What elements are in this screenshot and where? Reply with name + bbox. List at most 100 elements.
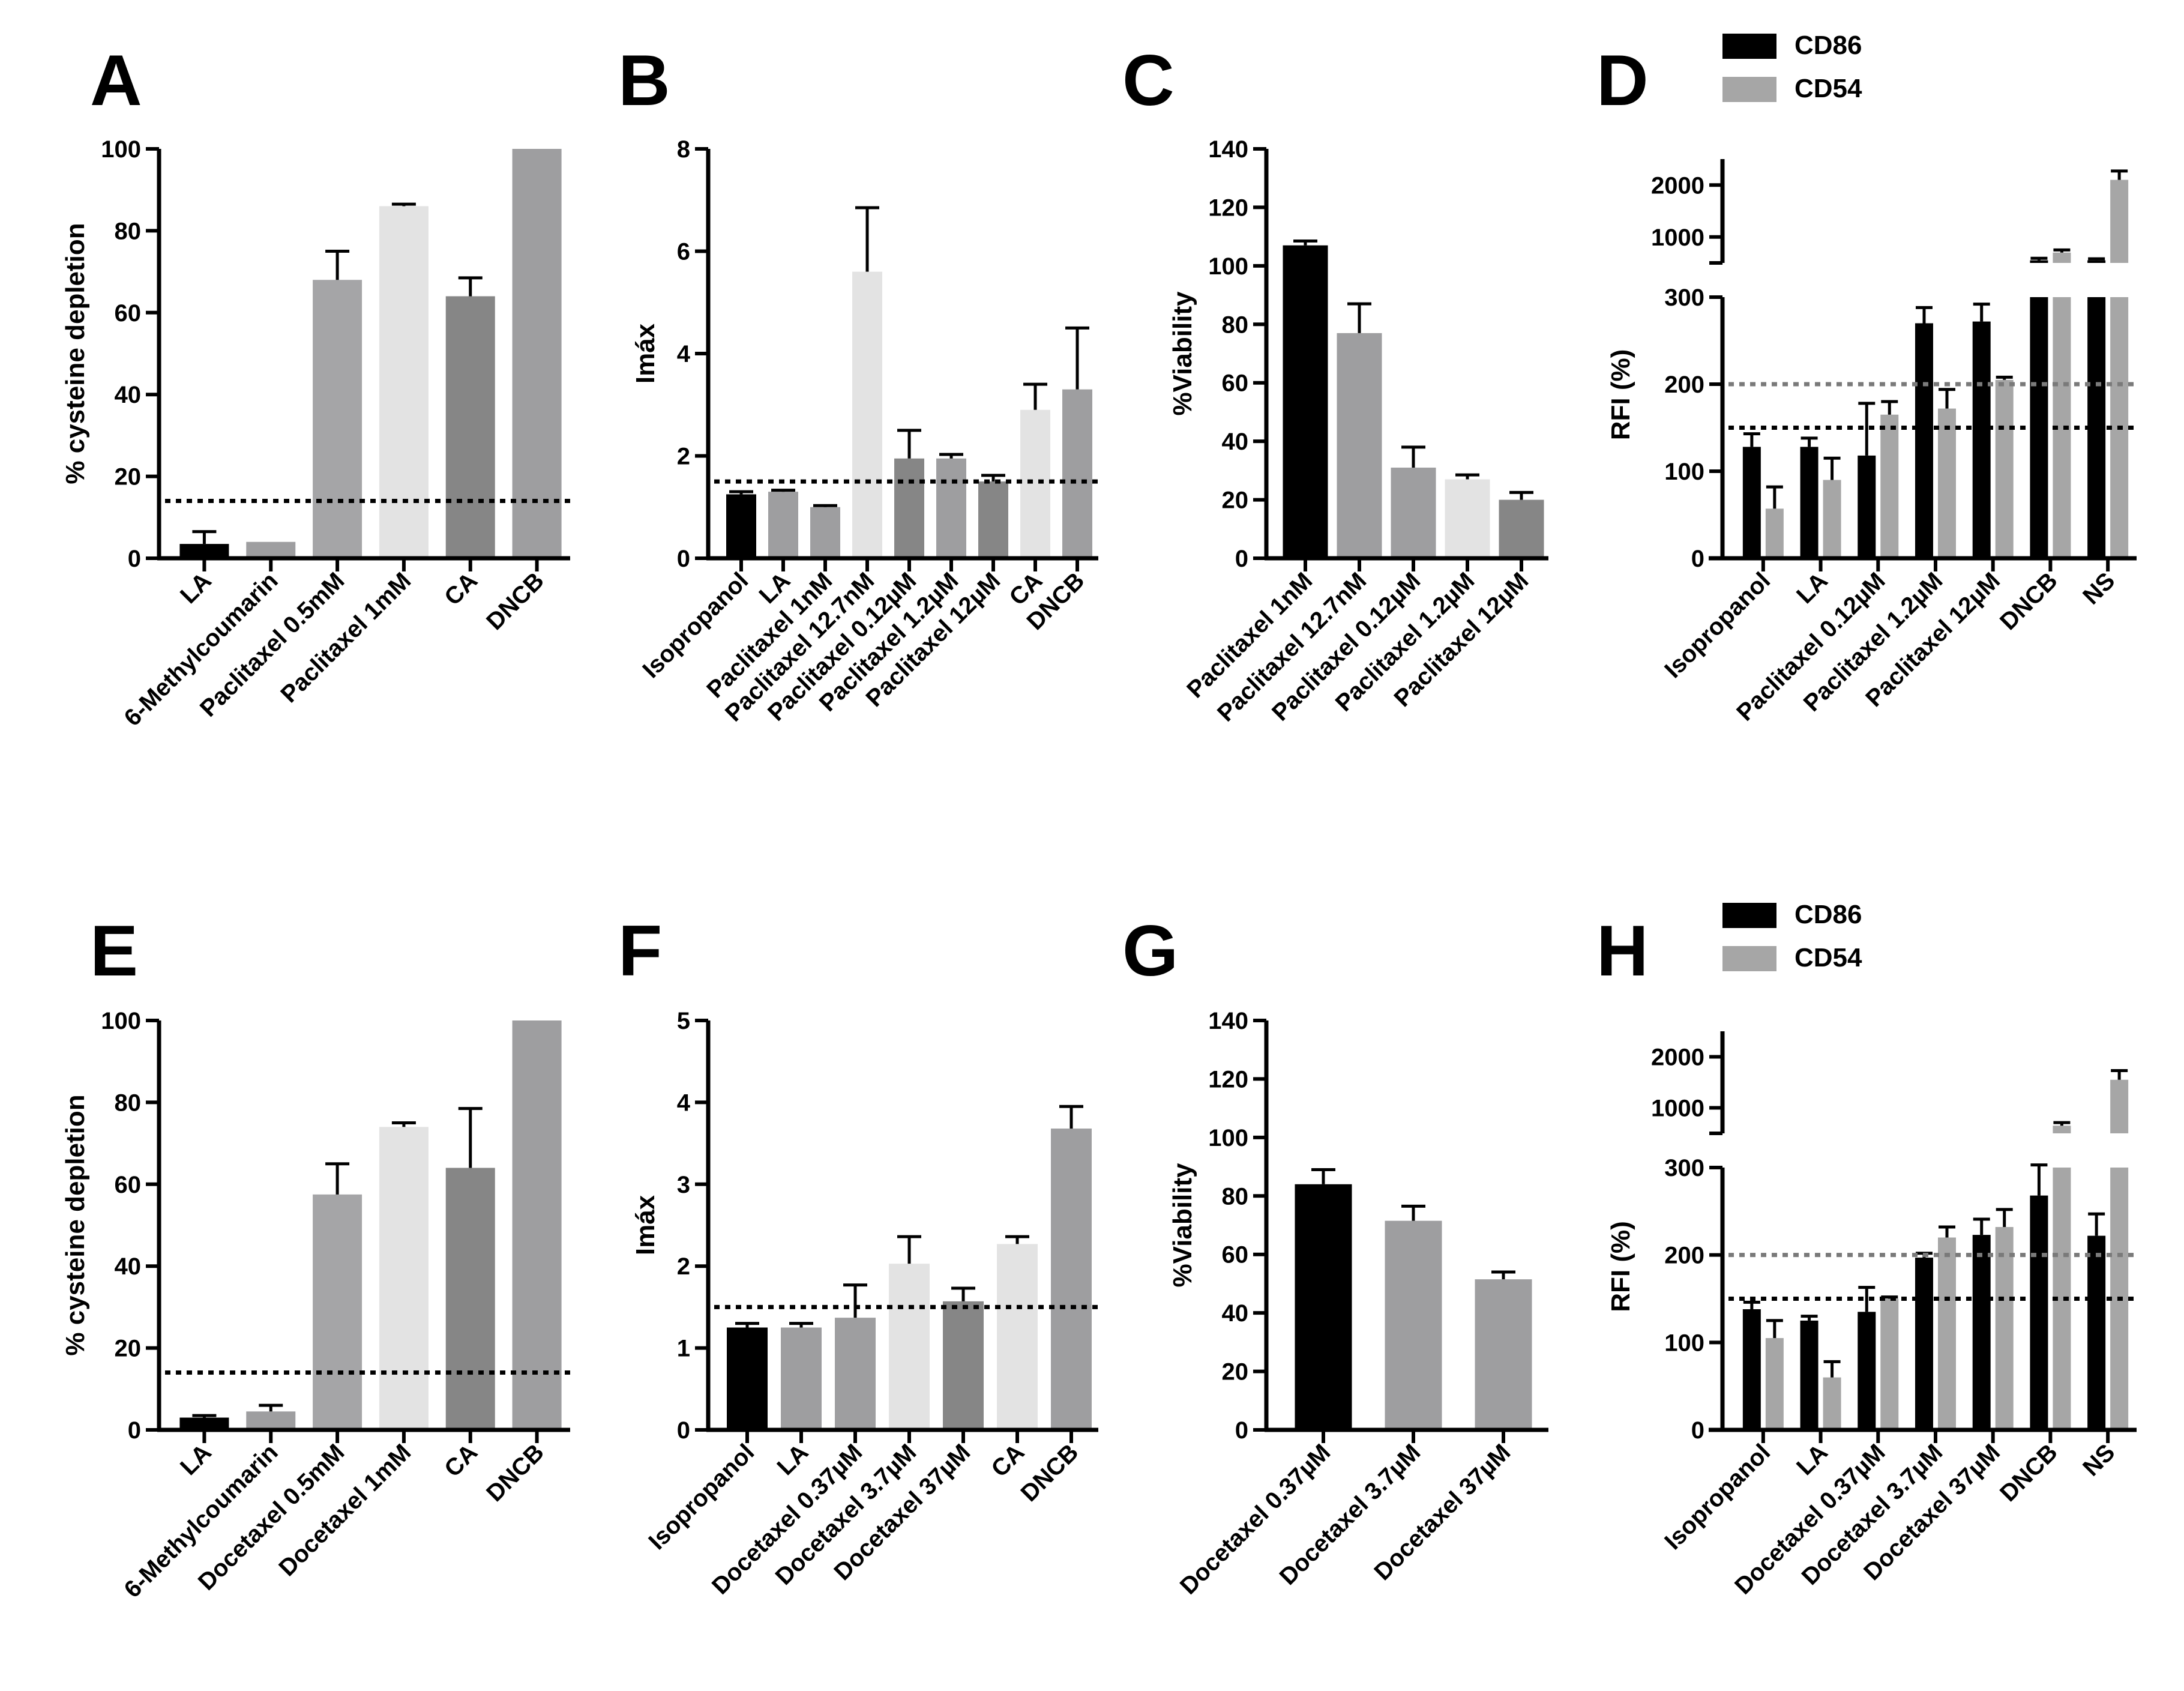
bar [1283,245,1328,558]
bar [726,494,756,558]
bar [781,1327,822,1430]
y-axis-label: %Viability [1168,291,1197,416]
bar [379,1127,429,1430]
bar [889,1264,930,1430]
bar [810,507,840,558]
bar-cd86 [1858,1312,1876,1430]
legend-label: CD54 [1794,74,1862,103]
bar [1445,479,1490,558]
bar [835,1318,876,1430]
bar-cd86 [2030,1195,2048,1430]
bar [852,271,882,558]
category-label: CA [439,567,483,610]
y-axis-label: RFI (%) [1606,349,1635,441]
bar-cd54-upper [2110,179,2129,263]
legend-label: CD54 [1794,943,1862,972]
y-tick-label: 0 [128,546,141,572]
y-axis-label: Imáx [631,1195,660,1255]
category-label: CA [986,1439,1029,1482]
bar-cd86 [1858,455,1876,558]
y-tick-label: 200 [1664,372,1704,398]
y-tick-label: 8 [677,136,690,163]
y-tick-label: 2000 [1651,1044,1704,1071]
bar [1391,467,1436,558]
panel-e: E020406080100LA6-MethylcoumarinDocetaxel… [61,911,570,1603]
bar [936,458,966,558]
y-tick-label: 120 [1208,194,1248,221]
bar-cd86 [1972,321,1991,558]
bar-cd54-upper [2053,252,2071,263]
bar [894,458,924,558]
panel-letter: A [90,40,142,121]
bar [943,1301,984,1430]
category-label: LA [772,1439,814,1480]
panel-letter: G [1122,911,1178,991]
y-tick-label: 140 [1208,1008,1248,1034]
bar [1051,1129,1092,1430]
bar [246,1411,296,1430]
y-tick-label: 20 [1222,1359,1249,1385]
y-tick-label: 1000 [1651,1096,1704,1122]
legend-label: CD86 [1794,900,1862,929]
y-tick-label: 20 [115,464,142,490]
y-tick-label: 80 [1222,312,1249,338]
y-tick-label: 300 [1664,285,1704,311]
y-tick-label: 2 [677,1253,690,1280]
bar [978,481,1008,558]
y-tick-label: 4 [677,341,691,367]
y-tick-label: 2 [677,444,690,470]
y-tick-label: 60 [115,300,142,327]
bar [179,544,229,558]
bar-cd54 [1823,1377,1841,1430]
panel-letter: D [1596,40,1649,121]
category-label: DNCB [1995,567,2063,635]
y-tick-label: 1000 [1651,225,1704,251]
y-tick-label: 100 [1664,459,1704,485]
bar-cd54 [1938,408,1956,558]
panel-a: A020406080100LA6-MethylcoumarinPaclitaxe… [61,40,570,731]
y-tick-label: 4 [677,1090,691,1116]
y-tick-label: 0 [1691,1417,1704,1444]
y-tick-label: 100 [101,1008,141,1034]
y-tick-label: 80 [1222,1183,1249,1210]
panel-letter: B [618,40,670,121]
bar [727,1327,768,1430]
bar [379,206,429,559]
y-tick-label: 40 [115,382,142,408]
y-tick-label: 60 [1222,1242,1249,1268]
panel-letter: C [1122,40,1175,121]
bar-cd54 [1938,1237,1956,1430]
category-label: Isopropanol [643,1439,759,1555]
bar [1337,333,1382,558]
bar [1295,1184,1352,1430]
category-label: LA [175,567,217,609]
panel-letter: E [90,911,138,991]
legend-swatch-cd54 [1722,946,1776,971]
panel-letter: F [618,911,662,991]
y-tick-label: 80 [115,1090,142,1116]
y-tick-label: 5 [677,1008,690,1034]
y-axis-label: % cysteine depletion [61,223,90,484]
y-tick-label: 40 [1222,1300,1249,1327]
bar [1385,1220,1442,1430]
category-label: NS [2078,1439,2120,1481]
y-tick-label: 100 [1664,1330,1704,1356]
y-tick-label: 0 [1235,546,1248,572]
bar [997,1244,1038,1430]
y-axis-label: RFI (%) [1606,1221,1635,1312]
y-tick-label: 40 [1222,429,1249,455]
category-label: DNCB [481,567,549,635]
bar [1475,1279,1532,1430]
category-label: DNCB [1016,1439,1084,1507]
bar-cd86 [1915,1258,1933,1430]
y-tick-label: 40 [115,1253,142,1280]
category-label: DNCB [1995,1439,2063,1507]
bar-cd86-upper [2087,260,2106,263]
bar [445,1168,495,1430]
y-tick-label: 60 [115,1172,142,1198]
y-tick-label: 80 [115,218,142,244]
bar [313,280,362,558]
